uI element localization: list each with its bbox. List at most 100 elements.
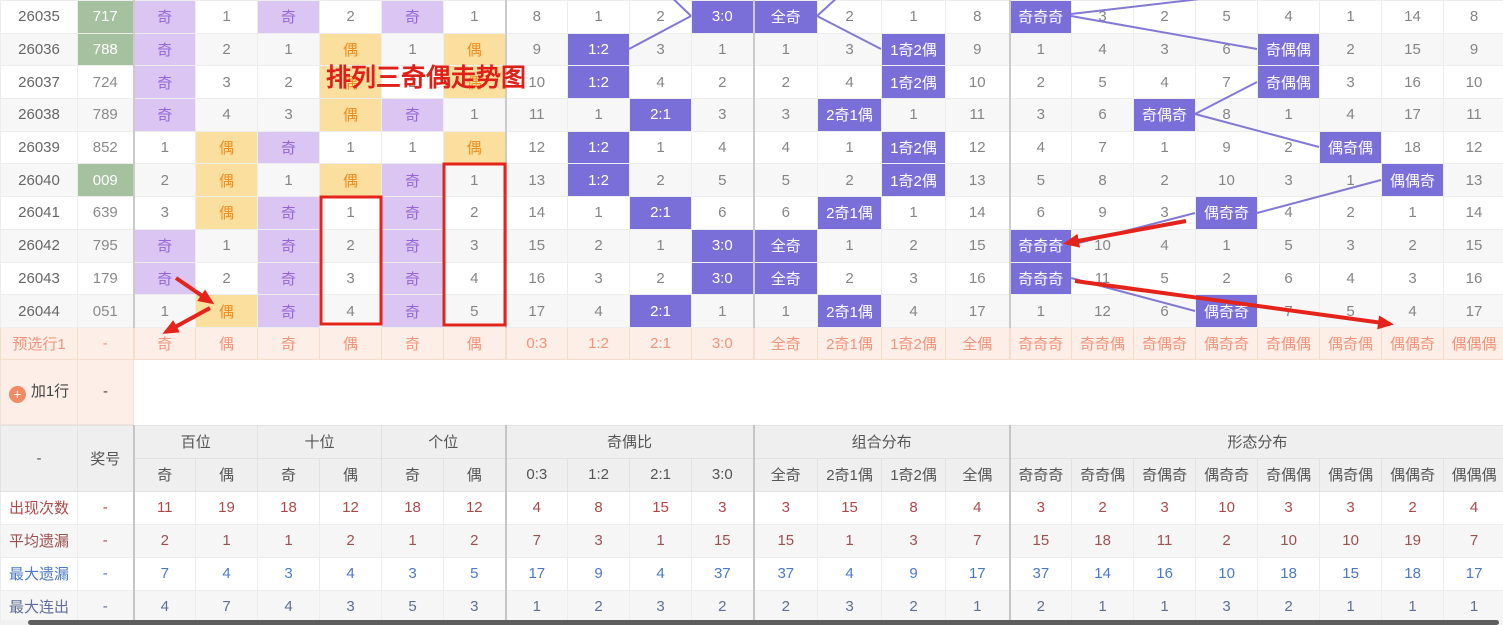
column-header: 偶 xyxy=(443,457,507,492)
trend-cell: 8 xyxy=(504,0,568,34)
trend-cell: 3 xyxy=(195,65,258,100)
prize-column-header: 奖号 xyxy=(77,424,134,492)
preselect-cell[interactable]: 2:1 xyxy=(629,326,692,360)
stat-cell: 1 xyxy=(817,523,883,558)
trend-cell: 4 xyxy=(195,98,258,132)
trend-cell: 17 xyxy=(945,294,1010,328)
preselect-cell[interactable]: 奇偶偶 xyxy=(1257,326,1320,360)
add-row-button[interactable]: + 加1行 xyxy=(0,358,78,425)
stat-cell: 1 xyxy=(1443,589,1503,624)
issue-label: 26041 xyxy=(0,196,78,230)
stat-cell: 4 xyxy=(1443,490,1503,525)
preselect-cell[interactable]: 3:0 xyxy=(691,326,754,360)
trend-cell: 1 xyxy=(381,130,444,165)
stat-cell: 9 xyxy=(881,556,947,591)
preselect-cell[interactable]: 2奇1偶 xyxy=(817,326,882,360)
issue-label: 26036 xyxy=(0,32,78,67)
preselect-cell[interactable]: 偶奇奇 xyxy=(1195,326,1258,360)
column-header: 2奇1偶 xyxy=(817,457,883,492)
trend-row: 26038 789 奇 4 3 偶奇 1 11 1 2:1 3 3 2奇1偶 1 11 3 6 奇偶奇 8 1 4 17 1… xyxy=(0,98,1503,132)
column-header: 全奇 xyxy=(752,457,819,492)
add-row-empty-area xyxy=(133,359,1503,425)
trend-cell: 偶奇偶 xyxy=(1319,130,1382,165)
trend-cell: 1 xyxy=(132,130,196,165)
trend-cell: 17 xyxy=(1381,98,1444,132)
trend-cell: 15 xyxy=(1381,32,1444,67)
stat-cell: 2 xyxy=(691,589,755,624)
trend-cell: 17 xyxy=(504,294,568,328)
trend-cell: 2奇1偶 xyxy=(817,196,882,230)
preselect-cell[interactable]: 奇 xyxy=(257,326,320,360)
stat-cell: 17 xyxy=(945,556,1011,591)
column-header: 偶偶奇 xyxy=(1381,457,1445,492)
preselect-cell[interactable]: 奇 xyxy=(132,326,196,360)
stat-cell: 7 xyxy=(945,523,1011,558)
trend-cell: 奇奇奇 xyxy=(1008,0,1072,34)
trend-cell: 2:1 xyxy=(629,196,692,230)
preselect-cell[interactable]: 奇 xyxy=(381,326,444,360)
stat-cell: 2 xyxy=(1071,490,1135,525)
trend-cell: 13 xyxy=(504,163,568,198)
preselect-cell[interactable]: 偶偶偶 xyxy=(1443,326,1503,360)
preselect-cell[interactable]: 全偶 xyxy=(945,326,1010,360)
trend-cell: 1 xyxy=(1319,0,1382,34)
preselect-cell[interactable]: 0:3 xyxy=(504,326,568,360)
stat-cell: 2 xyxy=(1381,490,1445,525)
stat-cell: 2 xyxy=(1257,589,1321,624)
stat-cell: 15 xyxy=(752,523,819,558)
scrollbar-thumb[interactable] xyxy=(28,620,1499,625)
column-header: 全偶 xyxy=(945,457,1011,492)
plus-icon: + xyxy=(8,386,26,404)
preselect-cell[interactable]: 1奇2偶 xyxy=(881,326,946,360)
trend-cell: 1 xyxy=(691,32,754,67)
preselect-cell[interactable]: 偶奇偶 xyxy=(1319,326,1382,360)
prize-number: 795 xyxy=(77,228,134,263)
trend-cell: 2:1 xyxy=(629,98,692,132)
trend-cell: 8 xyxy=(945,0,1010,34)
trend-cell: 2 xyxy=(195,32,258,67)
stat-cell: 3 xyxy=(817,589,883,624)
add-row: + 加1行 - xyxy=(0,358,1503,425)
preselect-cell[interactable]: 偶偶奇 xyxy=(1381,326,1444,360)
preselect-cell[interactable]: 偶 xyxy=(319,326,382,360)
stat-cell: 9 xyxy=(567,556,631,591)
trend-cell: 4 xyxy=(319,294,382,328)
trend-cell: 4 xyxy=(752,130,818,165)
stat-cell: 14 xyxy=(1071,556,1135,591)
prize-number: 788 xyxy=(77,32,134,67)
trend-cell: 1 xyxy=(195,0,258,34)
stat-prize-dash: - xyxy=(77,556,134,591)
trend-cell: 2 xyxy=(817,0,882,34)
preselect-cell[interactable]: 奇奇奇 xyxy=(1008,326,1072,360)
stat-cell: 11 xyxy=(132,490,196,525)
column-header: 2:1 xyxy=(629,457,693,492)
prize-number: 852 xyxy=(77,130,134,165)
trend-cell: 4 xyxy=(1008,130,1072,165)
trend-cell: 9 xyxy=(504,32,568,67)
trend-cell: 奇 xyxy=(381,98,444,132)
stat-row-label[interactable]: 最大遗漏 xyxy=(0,556,78,591)
stat-cell: 37 xyxy=(1008,556,1073,591)
preselect-cell[interactable]: 1:2 xyxy=(567,326,630,360)
trend-cell: 5 xyxy=(752,163,818,198)
trend-cell: 5 xyxy=(1195,0,1258,34)
preselect-cell[interactable]: 奇偶奇 xyxy=(1133,326,1196,360)
horizontal-scrollbar[interactable] xyxy=(0,620,1503,625)
stat-cell: 10 xyxy=(1257,523,1321,558)
issue-label: 26043 xyxy=(0,261,78,296)
column-header: 奇 xyxy=(257,457,321,492)
prize-number: 179 xyxy=(77,261,134,296)
group-header: 组合分布 xyxy=(752,424,1011,459)
preselect-cell[interactable]: 奇奇偶 xyxy=(1071,326,1134,360)
stat-cell: 18 xyxy=(257,490,321,525)
trend-cell: 1 xyxy=(1319,163,1382,198)
trend-cell: 5 xyxy=(443,294,506,328)
stat-cell: 3 xyxy=(881,523,947,558)
trend-cell: 6 xyxy=(1071,98,1134,132)
stat-cell: 3 xyxy=(691,490,755,525)
preselect-cell[interactable]: 偶 xyxy=(195,326,258,360)
trend-cell: 奇 xyxy=(132,65,196,100)
preselect-cell[interactable]: 偶 xyxy=(443,326,506,360)
preselect-cell[interactable]: 全奇 xyxy=(752,326,818,360)
